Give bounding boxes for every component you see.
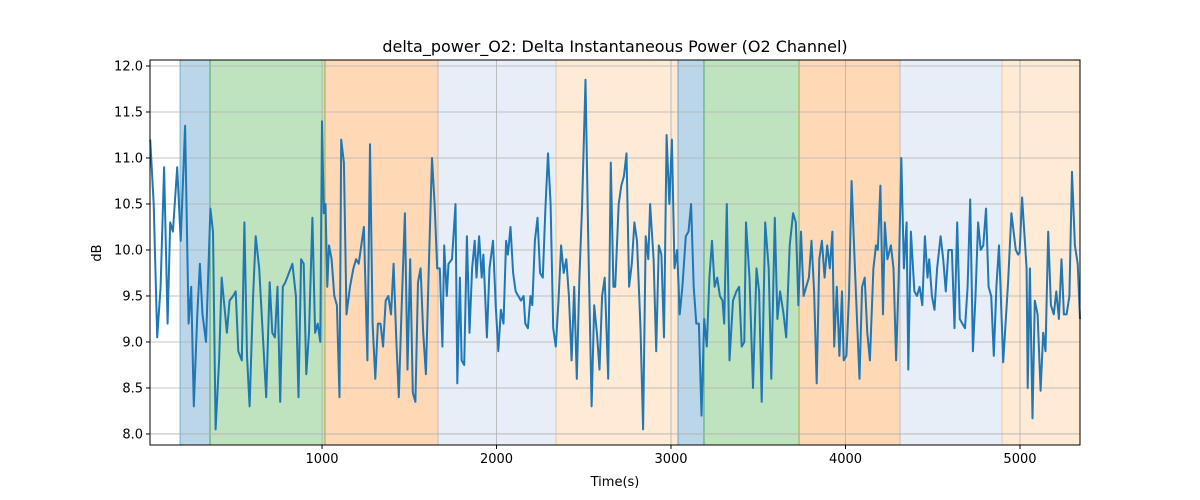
x-tick-label: 2000 <box>480 452 513 467</box>
y-tick-label: 10.5 <box>114 197 143 212</box>
x-tick-label: 4000 <box>829 452 862 467</box>
y-tick-label: 8.5 <box>122 381 143 396</box>
shaded-region-2 <box>324 59 439 446</box>
delta-power-line <box>149 78 1081 431</box>
y-axis: 8.0 8.5 9.0 9.5 10.0 10.5 11.0 11.5 12.0 <box>114 59 150 442</box>
series <box>149 78 1081 431</box>
axes-frame <box>149 59 1081 446</box>
y-tick-label: 12.0 <box>114 59 143 74</box>
x-tick-label: 5000 <box>1003 452 1036 467</box>
y-tick-label: 8.0 <box>122 427 143 442</box>
x-axis: 1000 2000 3000 4000 5000 <box>305 445 1037 467</box>
y-tick-label: 10.0 <box>114 243 143 258</box>
x-axis-label: Time(s) <box>590 475 640 490</box>
x-tick-label: 1000 <box>305 452 338 467</box>
y-tick-label: 9.0 <box>122 335 143 350</box>
y-tick-label: 11.0 <box>114 151 143 166</box>
y-tick-label: 11.5 <box>114 105 143 120</box>
shaded-region-6 <box>703 59 800 446</box>
shaded-region-1 <box>209 59 326 446</box>
y-tick-label: 9.5 <box>122 289 143 304</box>
y-axis-label: dB <box>90 244 105 261</box>
x-tick-label: 3000 <box>654 452 687 467</box>
shaded-regions <box>179 59 1081 446</box>
chart-title: delta_power_O2: Delta Instantaneous Powe… <box>382 37 847 57</box>
